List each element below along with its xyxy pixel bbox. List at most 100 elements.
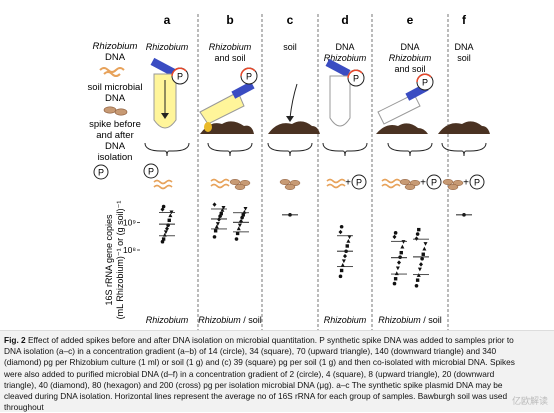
data-point-e-6-10 [415,232,420,236]
spike-circle [426,174,442,190]
panel-letter-c: c [287,13,294,27]
tube-and-soil-icon-b: P [199,67,258,134]
data-point-e-6-11 [417,227,421,232]
spike-circle [469,174,485,190]
panel-header-f-0: DNA [454,42,473,52]
plus-f: + [463,178,469,189]
soil-dna-blob [399,179,411,185]
soil-dna-blob [447,184,459,190]
data-point-e-5-6 [399,250,403,255]
y-tick-label-9: 10⁹ [123,218,136,228]
spike-circle [143,163,159,179]
data-point-a-0-4 [165,226,169,231]
legend-spike-1: spike before [89,119,141,130]
legend-rhizobium-dna-1: Rhizobium [93,41,138,52]
caption-text: Fig. 2 Effect of added spikes before and… [4,335,524,413]
data-point-d-4-1 [339,268,344,273]
data-point-e-6-1 [415,278,420,282]
soil-dna-f [442,179,464,190]
data-point-b-2-3 [237,223,242,228]
legend: Rhizobium DNA soil microbial DNA spike b… [88,41,143,180]
spike-p-label: P [98,168,104,178]
soil-dna-blob [279,179,291,185]
data-point-b-2-6 [241,213,245,217]
rhizobium-dna-strand [381,183,401,189]
data-point-e-6-9 [414,236,419,241]
data-point-e-6-7 [422,246,427,251]
tube-and-soil-icon-e: P [376,73,434,134]
data-point-b-1-0 [212,235,217,239]
svg-text:P: P [177,72,183,82]
data-point-d-4-7 [346,238,351,243]
x-label-part: Rhizobium [324,315,367,325]
rhizobium-dna-strand [153,184,173,190]
x-label-e: Rhizobium / soil [378,315,442,325]
data-point-d-4-0 [338,274,343,279]
data-point-d-4-8 [347,235,352,240]
data-point-d-4-4 [343,253,347,259]
data-point-e-5-5 [398,255,402,259]
data-point-e-5-4 [397,260,401,265]
brace-a [144,142,190,157]
spike-icon-f: P [469,174,485,190]
data-point-e-5-10 [393,231,398,235]
data-point-e-6-0 [414,283,419,288]
data-point-b-1-7 [220,208,225,212]
data-point-e-6-6 [421,252,425,256]
caption-body: Effect of added spikes before and after … [4,335,515,413]
data-point-a-0-10 [161,204,166,209]
data-point-b-1-3 [215,222,220,226]
data-point-e-6-3 [417,267,422,272]
tube-icon-d: P [325,58,365,127]
svg-text:P: P [353,74,359,84]
data-point-e-5-9 [392,234,397,240]
data-point-e-6-5 [420,256,424,261]
rhizobium-dna-strand [326,178,346,184]
x-label-part: / soil [241,315,262,325]
soil-dna-blob [229,179,241,185]
rhizobium-dna-d [326,178,346,189]
brace-e [387,142,433,157]
data-point-b-1-8 [221,205,226,210]
panel-header-d-1: Rhizobium [324,53,367,63]
data-point-b-2-8 [243,207,248,211]
brace-c [267,142,313,157]
legend-soil-dna-1: soil microbial [88,82,143,93]
data-point-b-2-4 [239,219,243,224]
rhizobium-dna-strand [153,179,173,185]
panel-letter-a: a [164,13,171,27]
panel-header-b-0: Rhizobium [209,42,252,52]
brace-b [207,142,253,157]
panel-separators [197,14,449,330]
soil-dna-b [229,179,251,190]
rhizobium-dna-icon [99,67,125,77]
soil-dna-blob [442,179,454,185]
svg-text:P: P [246,72,252,82]
rhizobium-dna-strand [210,183,230,189]
x-label-part: Rhizobium [378,315,421,325]
spike-letter: P [431,178,437,188]
x-labels: Rhizobium Rhizobium / soil Rhizobium Rhizob… [146,315,442,325]
data-point-e-5-2 [394,271,399,276]
caption-fig-label: Fig. 2 [4,335,26,345]
data-point-a-0-1 [161,237,166,241]
spike-icon-d: P [351,174,367,190]
panel-header-b-1: and soil [214,53,245,63]
panel-letter-b: b [226,13,233,27]
legend-spike-3: DNA [105,141,126,152]
panel-letter-d: d [341,13,348,27]
spike-icon-e: P [426,174,442,190]
y-ticks: 10⁸ 10⁹ [123,218,140,255]
data-point-e-6-8 [423,242,428,246]
legend-soil-dna-2: DNA [105,93,126,104]
watermark: 亿欧解读 [511,397,548,407]
panel-header-f-1: soil [457,53,471,63]
svg-text:P: P [422,78,428,88]
spike-letter: P [474,178,480,188]
brace-f [441,142,487,157]
rhizobium-dna-strand [326,183,346,189]
x-label-d: Rhizobium [324,315,367,325]
data-point-d-4-10 [339,224,344,229]
schematics: P P P [150,57,490,134]
